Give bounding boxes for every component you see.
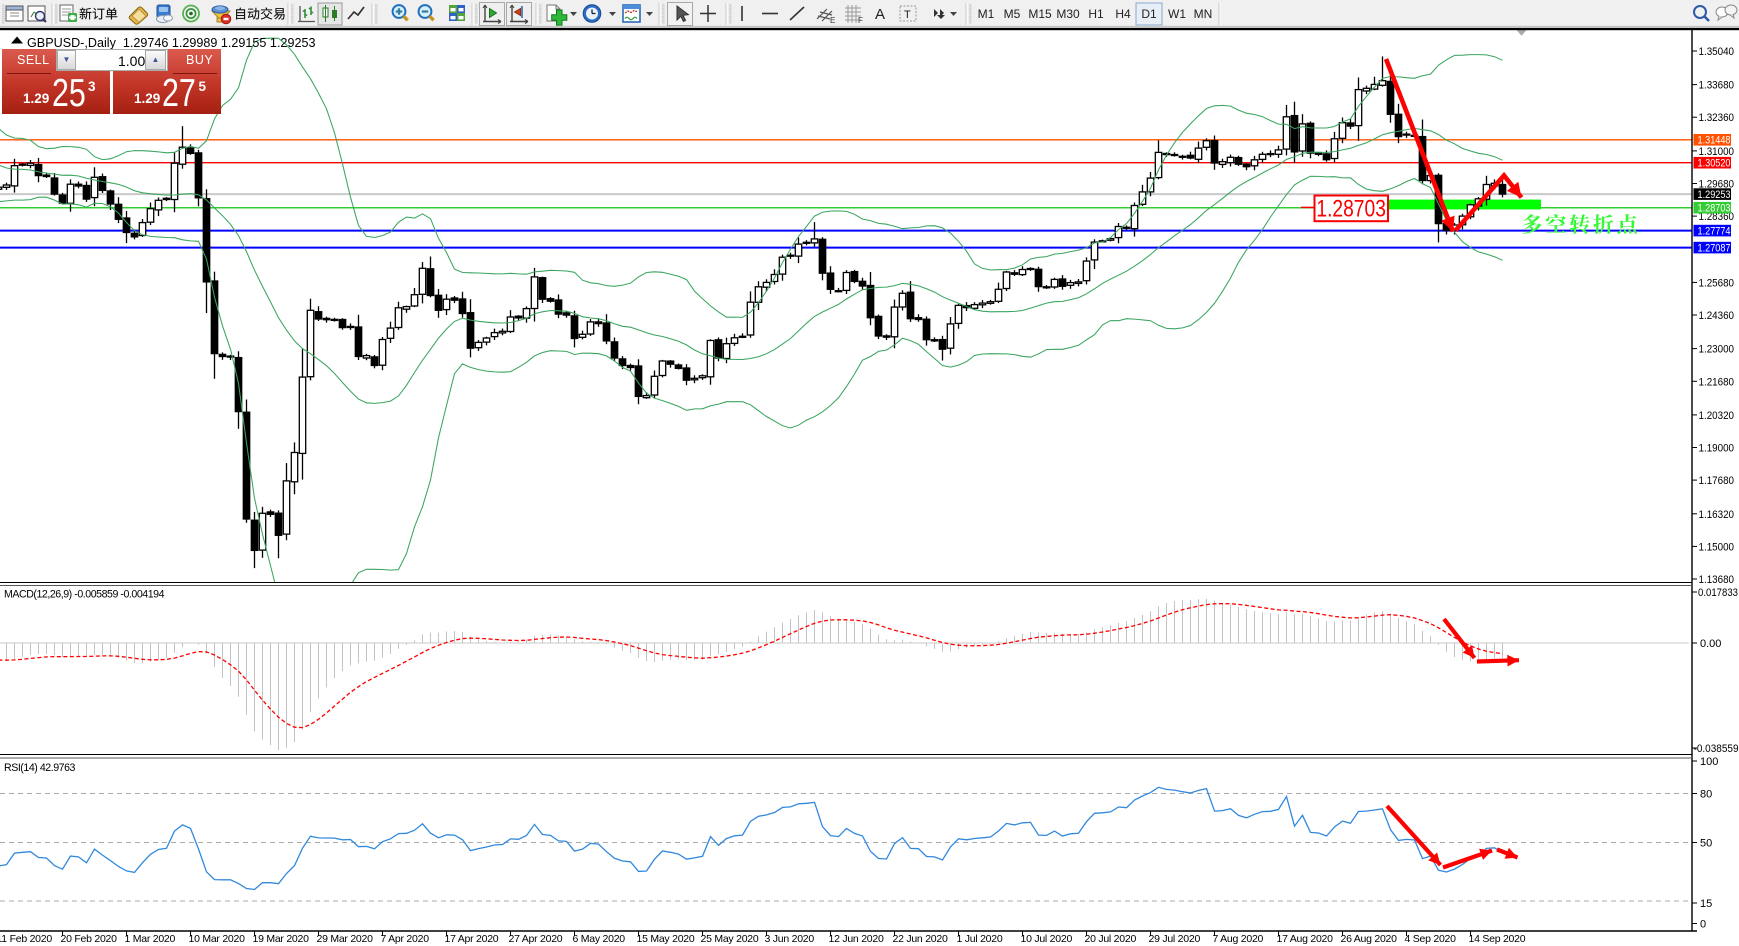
svg-text:10 Jul 2020: 10 Jul 2020 — [1021, 933, 1073, 945]
svg-text:1.21680: 1.21680 — [1699, 376, 1735, 388]
svg-text:1.24360: 1.24360 — [1699, 310, 1735, 322]
svg-text:1.19000: 1.19000 — [1699, 443, 1735, 455]
svg-text:15 May 2020: 15 May 2020 — [637, 933, 695, 945]
svg-text:10 Mar 2020: 10 Mar 2020 — [189, 933, 246, 945]
svg-text:1.27774: 1.27774 — [1698, 225, 1731, 237]
svg-text:1.29253: 1.29253 — [1698, 189, 1731, 201]
svg-text:17 Apr 2020: 17 Apr 2020 — [445, 933, 499, 945]
svg-text:12 Jun 2020: 12 Jun 2020 — [829, 933, 884, 945]
svg-text:E: E — [830, 16, 835, 25]
svg-text:MN: MN — [1194, 7, 1213, 21]
svg-text:29 Jul 2020: 29 Jul 2020 — [1149, 933, 1201, 945]
svg-text:3 Jun 2020: 3 Jun 2020 — [765, 933, 815, 945]
svg-text:1.25680: 1.25680 — [1699, 277, 1735, 289]
svg-text:-0.038559: -0.038559 — [1694, 743, 1739, 755]
svg-text:1.15000: 1.15000 — [1699, 541, 1735, 553]
svg-text:1 Mar 2020: 1 Mar 2020 — [125, 933, 176, 945]
svg-text:1.30520: 1.30520 — [1698, 158, 1731, 170]
svg-text:6 May 2020: 6 May 2020 — [573, 933, 626, 945]
svg-text:1.13680: 1.13680 — [1699, 574, 1735, 586]
svg-text:1.33680: 1.33680 — [1699, 80, 1735, 92]
svg-text:17 Aug 2020: 17 Aug 2020 — [1277, 933, 1334, 945]
svg-text:M5: M5 — [1004, 7, 1021, 21]
svg-text:D1: D1 — [1141, 7, 1157, 21]
svg-text:1.31448: 1.31448 — [1698, 135, 1731, 147]
svg-text:29 Mar 2020: 29 Mar 2020 — [317, 933, 374, 945]
svg-text:22 Jun 2020: 22 Jun 2020 — [893, 933, 948, 945]
svg-text:M15: M15 — [1028, 7, 1052, 21]
svg-text:80: 80 — [1700, 789, 1712, 801]
svg-text:1.17680: 1.17680 — [1699, 475, 1735, 487]
svg-text:F: F — [858, 16, 863, 25]
svg-text:0: 0 — [1700, 919, 1706, 931]
svg-text:7 Apr 2020: 7 Apr 2020 — [381, 933, 430, 945]
svg-text:27 Apr 2020: 27 Apr 2020 — [509, 933, 563, 945]
svg-text:T: T — [904, 9, 911, 21]
svg-text:1.27087: 1.27087 — [1698, 242, 1731, 254]
svg-text:M30: M30 — [1056, 7, 1080, 21]
svg-text:1.20320: 1.20320 — [1699, 410, 1735, 422]
svg-text:1.28703: 1.28703 — [1316, 196, 1386, 223]
svg-text:11 Feb 2020: 11 Feb 2020 — [0, 933, 52, 945]
svg-text:GBPUSD-,Daily 1.29746 1.29989: GBPUSD-,Daily 1.29746 1.29989 1.29155 1.… — [27, 36, 315, 50]
svg-text:14 Sep 2020: 14 Sep 2020 — [1469, 933, 1526, 945]
svg-text:7 Aug 2020: 7 Aug 2020 — [1213, 933, 1264, 945]
svg-text:M1: M1 — [978, 7, 995, 21]
svg-text:19 Mar 2020: 19 Mar 2020 — [253, 933, 310, 945]
svg-text:RSI(14) 42.9763: RSI(14) 42.9763 — [4, 762, 76, 774]
svg-text:20 Jul 2020: 20 Jul 2020 — [1085, 933, 1137, 945]
svg-text:MACD(12,26,9) -0.005859 -0.004: MACD(12,26,9) -0.005859 -0.004194 — [4, 589, 165, 601]
svg-text:100: 100 — [1700, 756, 1718, 768]
svg-text:1.23000: 1.23000 — [1699, 344, 1735, 356]
svg-text:1 Jul 2020: 1 Jul 2020 — [957, 933, 1003, 945]
svg-text:20 Feb 2020: 20 Feb 2020 — [61, 933, 118, 945]
svg-text:15: 15 — [1700, 898, 1712, 910]
svg-text:0.00: 0.00 — [1700, 638, 1721, 650]
svg-text:0.017833: 0.017833 — [1698, 587, 1738, 599]
svg-text:1.28703: 1.28703 — [1698, 203, 1731, 215]
svg-text:26 Aug 2020: 26 Aug 2020 — [1341, 933, 1398, 945]
svg-text:25 May 2020: 25 May 2020 — [701, 933, 759, 945]
svg-text:50: 50 — [1700, 838, 1712, 850]
svg-text:4 Sep 2020: 4 Sep 2020 — [1405, 933, 1457, 945]
svg-text:1.16320: 1.16320 — [1699, 509, 1735, 521]
svg-text:1.32360: 1.32360 — [1699, 112, 1735, 124]
svg-text:A: A — [875, 6, 885, 23]
svg-text:1.35040: 1.35040 — [1699, 46, 1735, 58]
svg-text:1.31000: 1.31000 — [1699, 146, 1735, 158]
svg-text:W1: W1 — [1168, 7, 1186, 21]
svg-text:H4: H4 — [1115, 7, 1131, 21]
svg-text:1.29680: 1.29680 — [1699, 179, 1735, 191]
svg-text:1.28360: 1.28360 — [1699, 211, 1735, 223]
svg-text:H1: H1 — [1088, 7, 1104, 21]
